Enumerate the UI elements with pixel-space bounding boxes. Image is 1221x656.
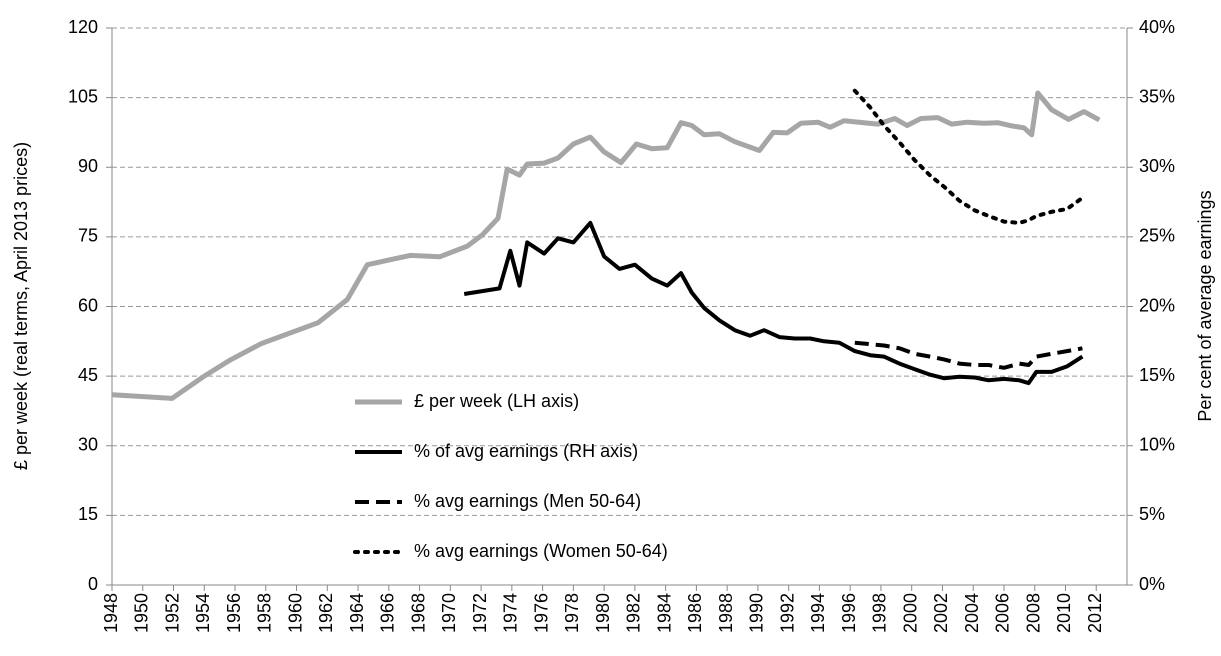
- x-tick-label: 1992: [777, 593, 797, 633]
- x-tick-label: 1994: [808, 593, 828, 633]
- legend-label: % avg earnings (Men 50-64): [414, 491, 641, 511]
- x-tick-label: 2010: [1054, 593, 1074, 633]
- x-tick-label: 2000: [900, 593, 920, 633]
- x-tick-label: 1980: [593, 593, 613, 633]
- y-tick-label: 30: [78, 435, 98, 455]
- series-line: [854, 340, 1083, 370]
- y2-tick-label: 15%: [1139, 365, 1175, 385]
- legend-label: % avg earnings (Women 50-64): [414, 541, 668, 561]
- y-tick-label: 15: [78, 504, 98, 524]
- x-tick-label: 1950: [132, 593, 152, 633]
- x-tick-label: 1960: [285, 593, 305, 633]
- x-tick-label: 2004: [962, 593, 982, 633]
- x-tick-label: 1988: [716, 593, 736, 633]
- y-tick-label: 75: [78, 226, 98, 246]
- x-tick-label: 1996: [839, 593, 859, 633]
- x-tick-label: 1978: [562, 593, 582, 633]
- y2-tick-label: 0%: [1139, 574, 1165, 594]
- y2-tick-label: 30%: [1139, 156, 1175, 176]
- legend-label: % of avg earnings (RH axis): [414, 441, 638, 461]
- x-tick-label: 1982: [624, 593, 644, 633]
- y2-tick-label: 20%: [1139, 295, 1175, 315]
- x-tick-label: 2012: [1085, 593, 1105, 633]
- x-tick-label: 1948: [101, 593, 121, 633]
- y-tick-label: 0: [88, 574, 98, 594]
- y-tick-label: 60: [78, 295, 98, 315]
- y2-tick-label: 10%: [1139, 435, 1175, 455]
- y2-tick-label: 35%: [1139, 86, 1175, 106]
- x-tick-label: 1998: [870, 593, 890, 633]
- x-tick-label: 1986: [685, 593, 705, 633]
- x-tick-label: 1952: [162, 593, 182, 633]
- x-tick-label: 1968: [408, 593, 428, 633]
- y-tick-label: 90: [78, 156, 98, 176]
- x-tick-label: 1976: [531, 593, 551, 633]
- x-tick-label: 1970: [439, 593, 459, 633]
- x-tick-label: 2008: [1023, 593, 1043, 633]
- y-tick-label: 120: [68, 17, 98, 37]
- y2-axis-title: Per cent of average earnings: [1195, 190, 1215, 421]
- y2-tick-label: 25%: [1139, 226, 1175, 246]
- series-line: [852, 88, 1085, 225]
- x-tick-label: 1954: [193, 593, 213, 633]
- x-tick-label: 1964: [347, 593, 367, 633]
- x-tick-label: 1974: [501, 593, 521, 633]
- x-tick-label: 1962: [316, 593, 336, 633]
- x-tick-label: 1956: [224, 593, 244, 633]
- x-tick-label: 2006: [993, 593, 1013, 633]
- x-tick-label: 1966: [378, 593, 398, 633]
- x-tick-label: 1984: [654, 593, 674, 633]
- series-line: [111, 90, 1101, 401]
- y-tick-label: 45: [78, 365, 98, 385]
- y2-tick-label: 40%: [1139, 17, 1175, 37]
- y-tick-label: 105: [68, 86, 98, 106]
- x-tick-label: 1958: [255, 593, 275, 633]
- legend-label: £ per week (LH axis): [414, 391, 579, 411]
- x-tick-label: 2002: [931, 593, 951, 633]
- y2-tick-label: 5%: [1139, 504, 1165, 524]
- x-tick-label: 1972: [470, 593, 490, 633]
- series-line: [463, 220, 1084, 386]
- x-tick-label: 1990: [747, 593, 767, 633]
- y-axis-title: £ per week (real terms, April 2013 price…: [11, 142, 31, 470]
